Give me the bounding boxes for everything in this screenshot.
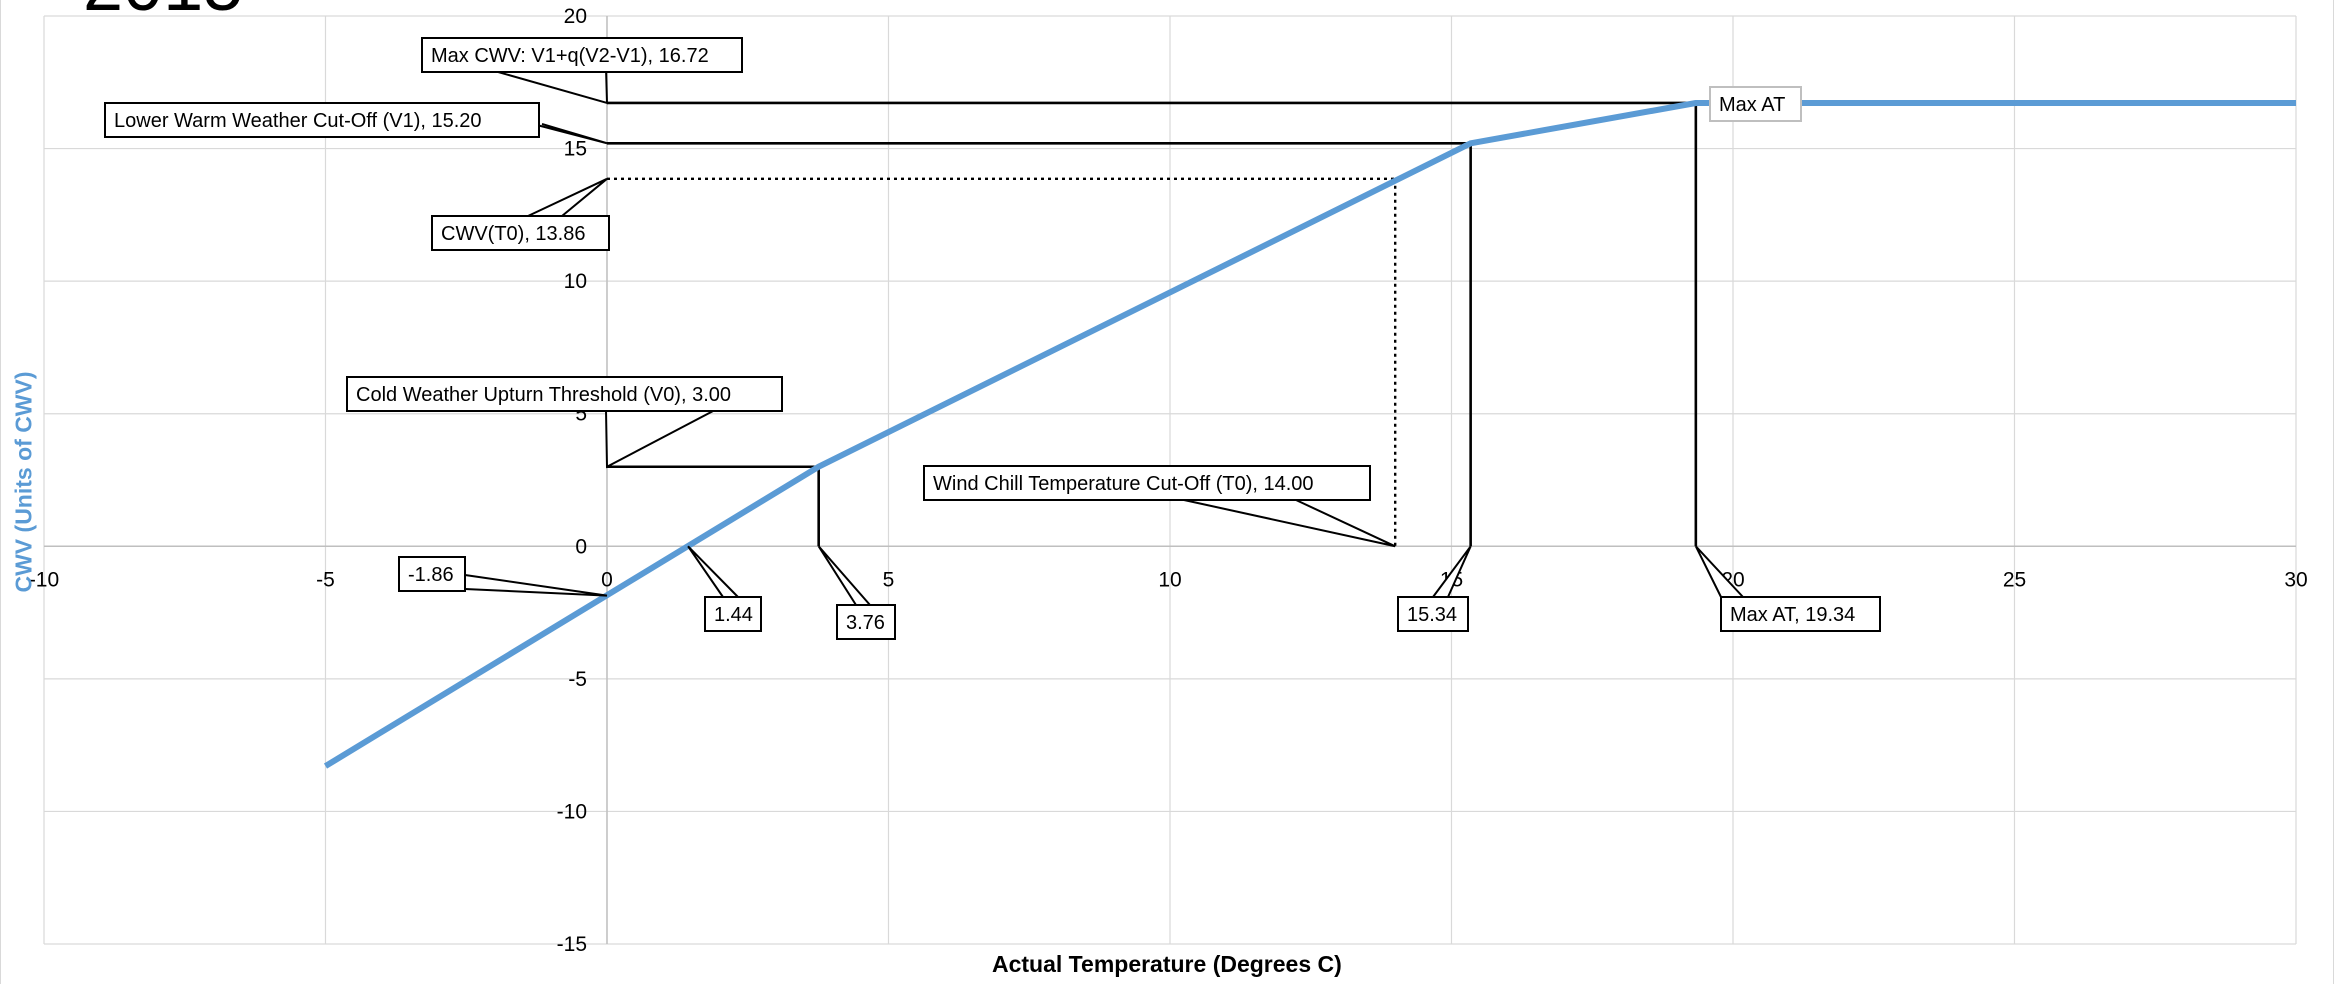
x-tick-label: 30: [2284, 568, 2307, 591]
callout-pointer: [687, 545, 739, 598]
annotation-callout: Wind Chill Temperature Cut-Off (T0), 14.…: [923, 465, 1396, 548]
callout-box: [704, 596, 762, 632]
annotation-callout: CWV(T0), 13.86: [431, 177, 610, 251]
chart-title-fragment: 2015: [83, 0, 243, 26]
annotation-callout: Cold Weather Upturn Threshold (V0), 3.00: [346, 376, 783, 469]
series-line: [323, 100, 2296, 769]
callout-label: 15.34: [1407, 604, 1457, 626]
callout-pointer: [527, 177, 608, 217]
x-tick-label: -10: [29, 568, 59, 591]
callout-box: [1397, 596, 1469, 632]
callout-pointer: [1694, 545, 1744, 598]
callout-label: Lower Warm Weather Cut-Off (V1), 15.20: [114, 110, 482, 132]
annotation-callout: Max CWV: V1+q(V2-V1), 16.72: [421, 37, 743, 105]
callout-label: -1.86: [408, 564, 454, 586]
x-tick-label: 10: [1158, 568, 1181, 591]
callout-box: [398, 556, 466, 592]
x-axis-title: Actual Temperature (Degrees C): [992, 951, 1342, 977]
callout-label: CWV(T0), 13.86: [441, 223, 585, 245]
annotation-callout: 3.76: [817, 545, 896, 640]
callout-label: Max CWV: V1+q(V2-V1), 16.72: [431, 45, 709, 67]
callout-label: 1.44: [714, 604, 753, 626]
y-axis-title: CWV (Units of CWV): [10, 371, 37, 593]
y-tick-label: 20: [564, 5, 587, 28]
annotation-callout: -1.86: [398, 556, 608, 597]
callout-pointer: [1183, 499, 1396, 548]
callout-pointer: [1432, 545, 1472, 598]
x-tick-label: 0: [601, 568, 613, 591]
x-tick-label: -5: [316, 568, 335, 591]
callout-box: [836, 604, 896, 640]
callout-box: [421, 37, 743, 73]
annotation-callout: 1.44: [687, 545, 762, 632]
annotation-callout: 15.34: [1397, 545, 1472, 632]
callout-box: [923, 465, 1371, 501]
callout-label: Max AT, 19.34: [1730, 604, 1855, 626]
annotation-callout: Max AT: [1709, 86, 1802, 122]
callout-box: [104, 102, 540, 138]
callout-pointer: [532, 123, 608, 145]
callout-pointer: [605, 409, 716, 469]
callout-box: [1709, 86, 1802, 122]
callout-label: Cold Weather Upturn Threshold (V0), 3.00: [356, 384, 731, 406]
callout-label: 3.76: [846, 612, 885, 634]
y-tick-label: 0: [575, 535, 587, 558]
x-tick-label: 5: [883, 568, 895, 591]
annotation-callout: Lower Warm Weather Cut-Off (V1), 15.20: [104, 102, 608, 145]
callout-box: [1720, 596, 1881, 632]
callout-pointer: [483, 67, 609, 105]
callout-pointer: [464, 574, 608, 597]
y-tick-label: -15: [557, 933, 587, 956]
y-tick-label: -5: [568, 668, 587, 691]
y-tick-label: -10: [557, 800, 587, 823]
x-tick-label: 25: [2003, 568, 2026, 591]
callout-box: [346, 376, 783, 412]
callout-pointer: [817, 545, 871, 606]
y-tick-label: 15: [564, 138, 587, 161]
annotation-callout: Max AT, 19.34: [1694, 545, 1881, 632]
y-tick-label: 5: [575, 403, 587, 426]
callout-box: [431, 215, 610, 251]
y-tick-label: 10: [564, 270, 587, 293]
callout-label: Wind Chill Temperature Cut-Off (T0), 14.…: [933, 473, 1314, 495]
callout-label: Max AT: [1719, 94, 1785, 116]
